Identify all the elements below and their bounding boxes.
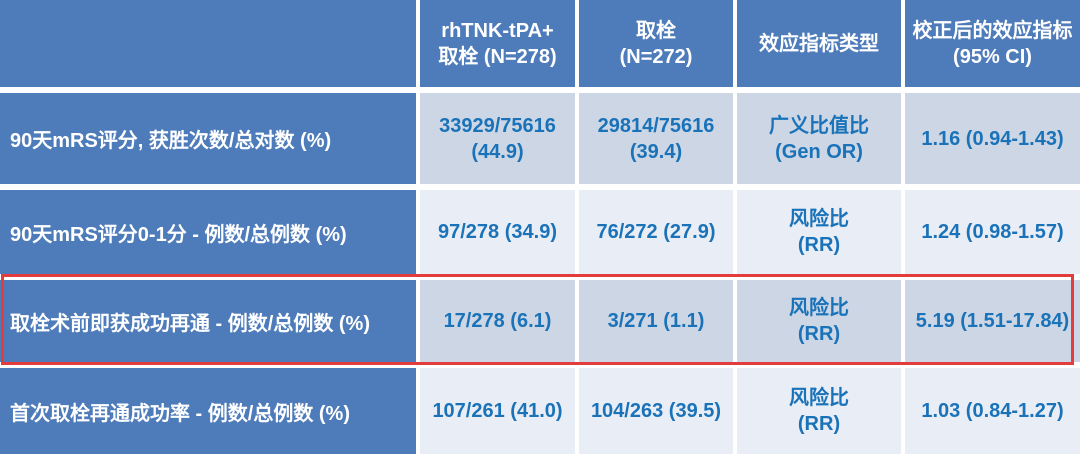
cell-line: 风险比 xyxy=(789,387,849,409)
table-cell: 76/272 (27.9) xyxy=(579,190,733,274)
cell-line: 76/272 (27.9) xyxy=(596,221,716,243)
table-cell: 风险比 (RR) xyxy=(737,368,901,454)
cell-line: 3/271 (1.1) xyxy=(607,310,705,332)
cell-line: (RR) xyxy=(797,234,841,256)
cell-line: (39.4) xyxy=(629,140,683,163)
cell-line: 97/278 (34.9) xyxy=(438,221,557,243)
cell-line: 5.19 (1.51-17.84) xyxy=(915,310,1070,332)
column-header-line: 取栓 (N=278) xyxy=(438,45,557,68)
table-cell: 104/263 (39.5) xyxy=(579,368,733,454)
table-cell: 107/261 (41.0) xyxy=(420,368,575,454)
table-cell: 3/271 (1.1) xyxy=(579,280,733,362)
table-cell: 97/278 (34.9) xyxy=(420,190,575,274)
cell-line: (RR) xyxy=(797,323,841,345)
cell-line: 17/278 (6.1) xyxy=(443,310,552,332)
cell-line: 29814/75616 xyxy=(597,114,715,137)
table-cell: 1.03 (0.84-1.27) xyxy=(905,368,1080,454)
header-empty-cell xyxy=(0,0,416,87)
column-header-effect-measure-type: 效应指标类型 xyxy=(737,0,901,87)
cell-line: 1.03 (0.84-1.27) xyxy=(921,400,1064,422)
table-cell: 广义比值比 (Gen OR) xyxy=(737,93,901,184)
cell-line: 风险比 xyxy=(789,297,849,319)
cell-line: 风险比 xyxy=(789,208,849,230)
table-cell: 风险比 (RR) xyxy=(737,280,901,362)
table-cell: 1.16 (0.94-1.43) xyxy=(905,93,1080,184)
column-header-line: 效应指标类型 xyxy=(759,32,879,55)
column-header-adjusted-effect-ci: 校正后的效应指标 (95% CI) xyxy=(905,0,1080,87)
table-cell: 17/278 (6.1) xyxy=(420,280,575,362)
table-cell: 29814/75616 (39.4) xyxy=(579,93,733,184)
table-cell: 5.19 (1.51-17.84) xyxy=(905,280,1080,362)
table-cell: 1.24 (0.98-1.57) xyxy=(905,190,1080,274)
table-cell: 33929/75616 (44.9) xyxy=(420,93,575,184)
column-header-line: (N=272) xyxy=(619,45,693,68)
cell-line: 广义比值比 xyxy=(769,114,869,137)
row-label-mrs-0-1: 90天mRS评分0-1分 - 例数/总例数 (%) xyxy=(0,190,416,274)
row-label-first-pass-reperfusion: 首次取栓再通成功率 - 例数/总例数 (%) xyxy=(0,368,416,454)
row-label-pre-thrombectomy-reperfusion: 取栓术前即获成功再通 - 例数/总例数 (%) xyxy=(0,280,416,362)
cell-line: 1.24 (0.98-1.57) xyxy=(921,221,1064,243)
cell-line: 107/261 (41.0) xyxy=(432,400,563,422)
cell-line: 104/263 (39.5) xyxy=(590,400,722,422)
table-cell: 风险比 (RR) xyxy=(737,190,901,274)
column-header-line: (95% CI) xyxy=(953,45,1032,68)
column-header-line: 取栓 xyxy=(636,19,676,42)
cell-line: (RR) xyxy=(797,413,841,435)
cell-line: 1.16 (0.94-1.43) xyxy=(921,127,1064,150)
cell-line: 33929/75616 xyxy=(439,114,556,137)
column-header-line: 校正后的效应指标 xyxy=(912,19,1073,42)
cell-line: (44.9) xyxy=(471,140,524,163)
cell-line: (Gen OR) xyxy=(775,140,863,163)
column-header-line: rhTNK-tPA+ xyxy=(441,19,554,42)
column-header-rhtnk-tpa-group: rhTNK-tPA+ 取栓 (N=278) xyxy=(420,0,575,87)
column-header-thrombectomy-group: 取栓 (N=272) xyxy=(579,0,733,87)
row-label-mrs-win-ratio: 90天mRS评分, 获胜次数/总对数 (%) xyxy=(0,93,416,184)
